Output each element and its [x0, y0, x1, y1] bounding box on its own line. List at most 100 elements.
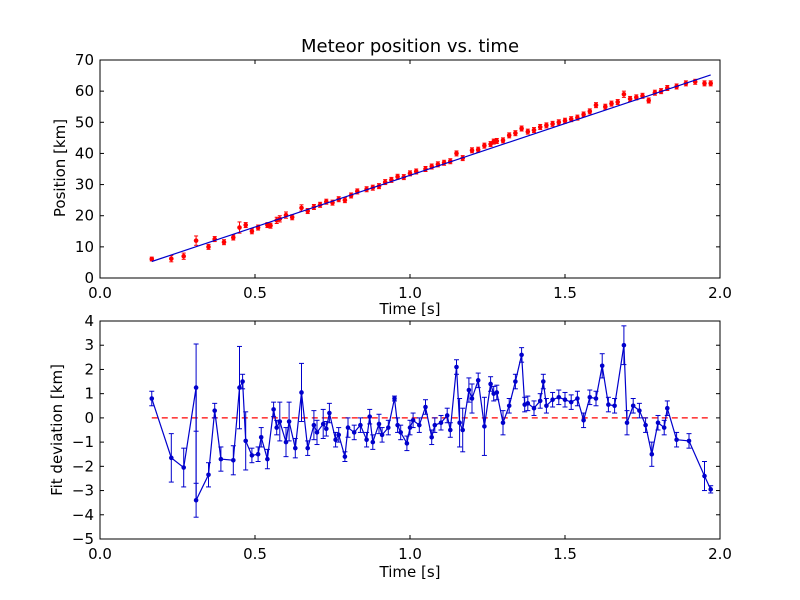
data-point	[395, 422, 400, 428]
data-point	[376, 421, 382, 427]
data-point	[324, 426, 329, 432]
bottom-plot: 0.0 0.5 1.0 1.5 2.0 −5 −4 −3 −2 −1 0 1 2 3 4	[72, 312, 732, 563]
data-point	[531, 405, 537, 411]
y-tick-label: 60	[75, 82, 94, 100]
data-point	[655, 420, 661, 426]
data-point	[206, 244, 211, 250]
data-point	[541, 379, 546, 384]
data-point	[562, 118, 568, 124]
data-point	[386, 425, 391, 430]
x-tick-label: 1.0	[398, 545, 422, 563]
data-point	[206, 472, 211, 478]
data-point	[367, 414, 373, 419]
data-point	[475, 378, 481, 383]
data-point	[568, 116, 574, 122]
data-point	[581, 112, 586, 117]
x-tick-label: 1.5	[553, 284, 577, 302]
data-point	[149, 396, 155, 401]
bottom-y-axis-label: Fit deviation [km]	[48, 364, 66, 496]
data-point	[289, 214, 295, 220]
data-point	[624, 420, 630, 426]
data-point	[702, 473, 707, 479]
data-point	[634, 95, 639, 100]
data-point	[581, 418, 586, 423]
data-point	[665, 405, 670, 411]
data-point	[193, 497, 199, 503]
data-point	[454, 151, 459, 156]
data-point	[193, 238, 199, 243]
data-point	[243, 438, 248, 444]
y-tick-label: 50	[75, 113, 94, 131]
data-point	[661, 425, 667, 430]
data-point	[612, 403, 617, 409]
data-point	[327, 410, 332, 416]
data-point	[454, 364, 459, 370]
data-point	[320, 421, 326, 427]
data-point	[305, 445, 311, 451]
y-tick-label: −3	[72, 482, 94, 500]
data-point	[237, 225, 242, 230]
y-tick-label: −4	[72, 506, 94, 524]
data-point	[587, 395, 593, 400]
x-tick-label: 1.0	[398, 284, 422, 302]
y-tick-label: −2	[72, 457, 94, 475]
top-y-axis-label: Position [km]	[51, 119, 69, 217]
x-tick-label: 1.5	[553, 545, 577, 563]
data-point	[193, 385, 199, 390]
data-point	[708, 81, 713, 86]
data-point	[621, 91, 627, 97]
data-point	[482, 424, 487, 429]
data-point	[568, 399, 574, 405]
data-point	[448, 427, 453, 433]
data-point	[429, 434, 435, 440]
data-point	[494, 138, 500, 144]
data-point	[643, 422, 648, 428]
data-point	[293, 445, 298, 451]
data-point	[500, 138, 506, 143]
bottom-x-axis-label: Time [s]	[379, 563, 441, 581]
data-point	[342, 454, 348, 459]
data-point	[488, 381, 493, 387]
data-point	[271, 407, 276, 412]
data-point	[379, 432, 385, 438]
data-point	[432, 422, 438, 428]
data-point	[469, 148, 475, 153]
data-point	[649, 451, 655, 457]
x-tick-label: 0.5	[243, 284, 267, 302]
y-tick-label: 2	[84, 360, 94, 378]
data-point	[615, 99, 620, 105]
data-point	[231, 457, 236, 463]
data-point	[686, 438, 692, 444]
data-point	[593, 102, 599, 108]
data-point	[268, 223, 273, 228]
data-point	[149, 256, 155, 262]
data-point	[417, 422, 422, 428]
data-point	[398, 430, 404, 435]
x-tick-label: 2.0	[708, 284, 732, 302]
data-point	[593, 396, 599, 401]
data-point	[544, 123, 549, 128]
data-point	[513, 379, 518, 384]
data-point	[265, 456, 270, 462]
data-point	[243, 222, 248, 228]
data-point	[531, 127, 537, 133]
data-point	[258, 434, 264, 440]
data-point	[500, 420, 506, 426]
data-point	[537, 124, 543, 130]
data-point	[550, 397, 555, 403]
top-x-axis-label: Time [s]	[379, 300, 441, 318]
x-tick-label: 0.0	[88, 284, 112, 302]
y-tick-label: 20	[75, 207, 94, 225]
data-point	[506, 133, 512, 138]
data-point	[407, 425, 413, 430]
data-point	[544, 403, 549, 409]
data-point	[506, 403, 512, 409]
y-tick-label: 40	[75, 144, 94, 162]
data-point	[249, 228, 255, 234]
data-point	[603, 104, 608, 110]
data-point	[469, 396, 475, 401]
data-point	[181, 465, 186, 470]
data-point	[231, 235, 236, 240]
fit-line	[151, 74, 711, 263]
